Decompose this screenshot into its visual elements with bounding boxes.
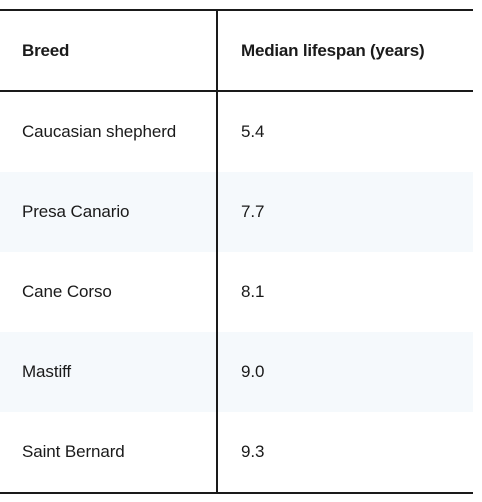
lifespan-cell: 9.0 <box>216 332 473 412</box>
table-row: Mastiff 9.0 <box>0 332 473 412</box>
breed-cell: Caucasian shepherd <box>22 122 177 141</box>
table-body: Caucasian shepherd 5.4 Presa Canario 7.7… <box>0 91 473 494</box>
lifespan-cell: 9.3 <box>216 412 473 494</box>
breed-cell: Mastiff <box>0 332 217 412</box>
breed-cell: Saint Bernard <box>0 412 217 494</box>
table-header: Breed Median lifespan (years) <box>0 10 473 91</box>
header-median-lifespan: Median lifespan (years) <box>216 10 473 91</box>
table-row: Caucasian shepherd 5.4 <box>0 91 473 172</box>
header-breed: Breed <box>22 40 70 60</box>
header-row: Breed Median lifespan (years) <box>0 10 473 91</box>
lifespan-cell: 8.1 <box>216 252 473 332</box>
table-row: Saint Bernard 9.3 <box>0 412 473 494</box>
lifespan-table: Breed Median lifespan (years) Caucasian … <box>0 9 473 494</box>
breed-cell: Cane Corso <box>22 282 112 301</box>
breed-cell: Presa Canario <box>0 172 217 252</box>
lifespan-cell: 7.7 <box>216 172 473 252</box>
table-row: Presa Canario 7.7 <box>0 172 473 252</box>
lifespan-cell: 5.4 <box>216 91 473 172</box>
table-row: Cane Corso 8.1 <box>0 252 473 332</box>
